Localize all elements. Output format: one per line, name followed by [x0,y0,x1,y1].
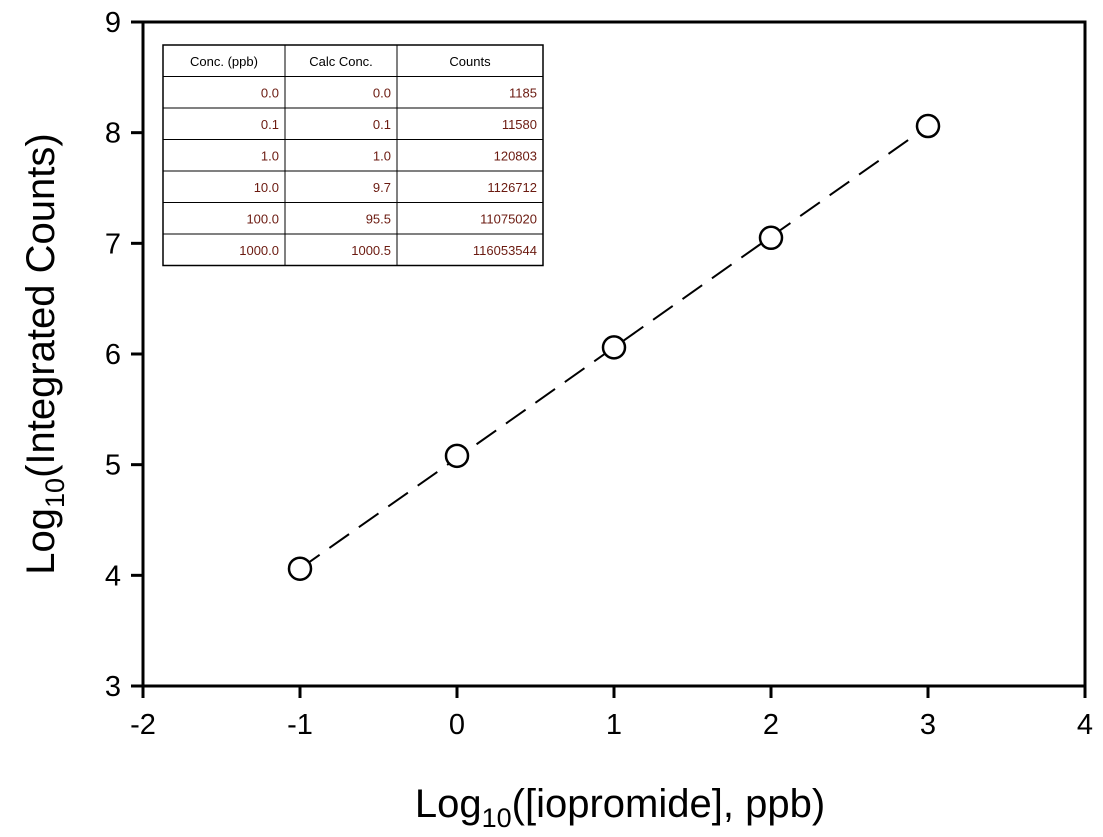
table-header-cell: Conc. (ppb) [190,54,258,69]
y-tick-label: 7 [105,228,121,260]
table-cell: 1126712 [487,180,537,195]
y-tick-label: 4 [105,560,121,592]
x-tick-label: 1 [606,709,622,741]
table-cell: 1185 [509,85,537,100]
x-axis-title-prefix: Log [415,782,482,826]
x-tick-label: 2 [763,709,779,741]
axes: -2 -1 0 1 2 3 4 3 4 5 6 7 8 9 [105,7,1093,741]
table-cell: 95.5 [366,211,391,226]
x-axis-title: Log10([iopromide], ppb) [415,782,825,832]
y-axis-title-suffix: (Integrated Counts) [19,133,63,478]
table-cell: 1000.0 [239,243,279,258]
x-axis-title-suffix: ([iopromide], ppb) [512,782,825,826]
table-cell: 9.7 [373,180,391,195]
y-axis-title-prefix: Log [19,508,63,575]
table-cell: 0.1 [261,117,279,132]
y-tick-label: 6 [105,339,121,371]
y-axis-title-subscript: 10 [40,478,70,508]
fit-line [299,125,929,570]
table-cell: 0.0 [261,85,279,100]
data-series [287,113,941,581]
data-point [758,225,784,251]
table-cell: 11580 [502,117,537,132]
x-tick-label: -1 [287,709,313,741]
table-cell: 1.0 [261,148,279,163]
table-cell: 0.1 [373,117,391,132]
y-tick-label: 9 [105,7,121,39]
y-tick-label: 8 [105,118,121,150]
x-tick-label: 0 [449,709,465,741]
data-point [915,113,941,139]
table-cell: 0.0 [373,85,391,100]
x-tick-label: -2 [130,709,156,741]
x-tick-label: 3 [920,709,936,741]
data-point [287,556,313,581]
table-cell: 11075020 [480,211,537,226]
y-axis-title: Log10(Integrated Counts) [19,133,70,574]
data-point [601,335,627,360]
y-tick-label: 5 [105,450,121,482]
table-cell: 10.0 [254,180,279,195]
table-cell: 100.0 [246,211,279,226]
x-axis-title-subscript: 10 [482,803,512,832]
table-cell: 120803 [494,148,537,163]
table-cell: 1.0 [373,148,391,163]
data-point [444,443,470,469]
x-tick-label: 4 [1077,709,1093,741]
table-cell: 1000.5 [351,243,391,258]
inset-table: Conc. (ppb) Calc Conc. Counts 0.0 0.0 1185 0.1… [162,44,544,267]
table-header-cell: Counts [449,54,491,69]
table-header-cell: Calc Conc. [309,54,373,69]
y-tick-label: 3 [105,671,121,703]
table-border [162,44,544,267]
table-cell: 116053544 [473,243,537,258]
